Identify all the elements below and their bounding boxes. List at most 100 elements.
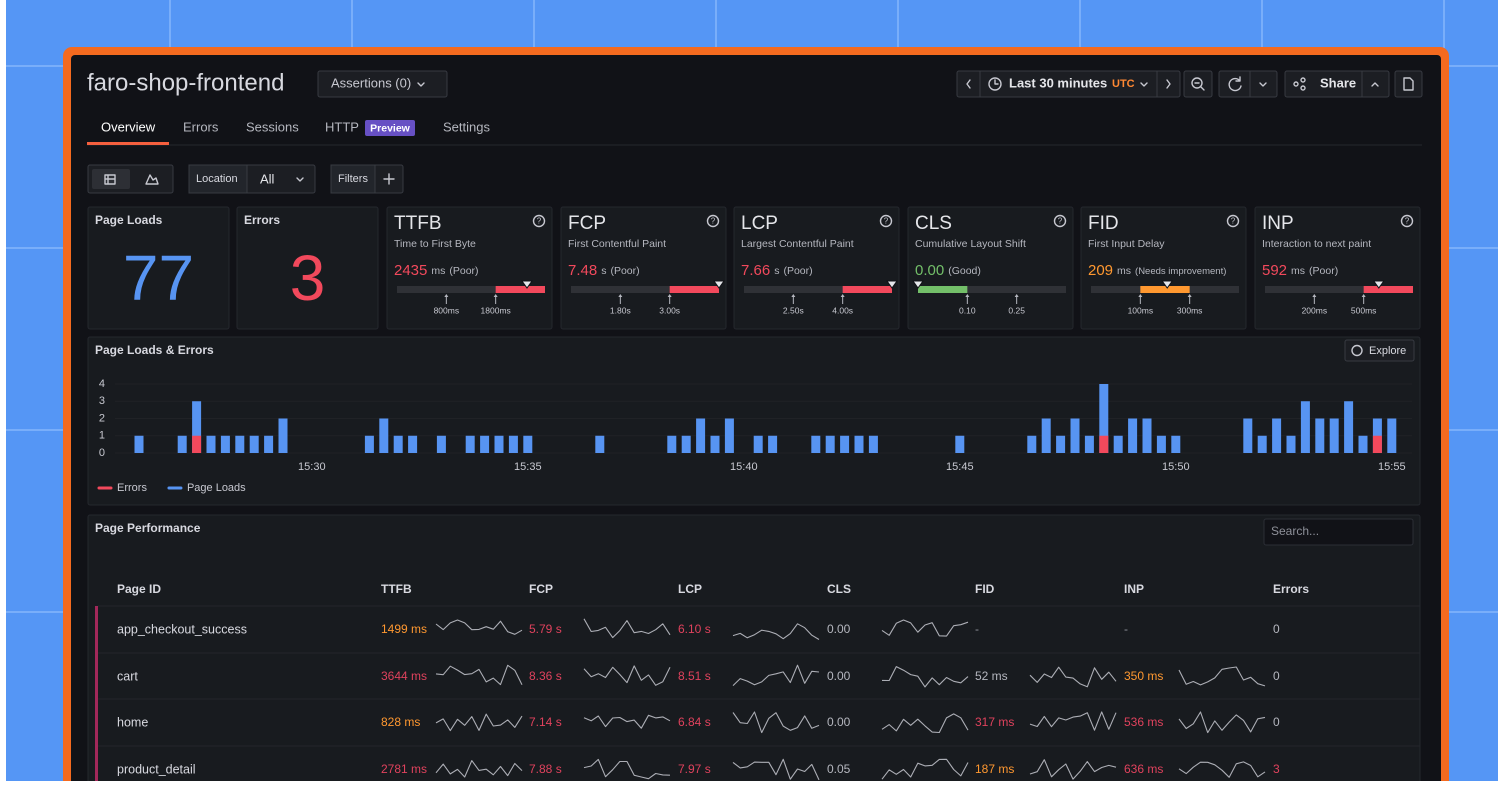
- vital-card: [386, 206, 553, 330]
- vital-rating: (Good): [948, 265, 981, 277]
- x-tick-label: 15:30: [298, 461, 326, 473]
- clock-hand: [994, 79, 999, 85]
- y-tick-label: 2: [99, 412, 105, 424]
- threshold-label: 3.00s: [659, 305, 680, 315]
- bar: [768, 435, 778, 453]
- y-tick-label: 0: [99, 447, 105, 459]
- page-id[interactable]: app_checkout_success: [117, 622, 247, 636]
- metric-cell: -: [975, 622, 979, 636]
- page-id[interactable]: product_detail: [117, 762, 196, 776]
- refresh-button[interactable]: [1218, 70, 1278, 98]
- add-filter-icon[interactable]: [383, 173, 395, 185]
- chevron[interactable]: [1259, 82, 1267, 87]
- vital-rating: (Poor): [1309, 265, 1338, 277]
- metric-cell: 0.05: [827, 762, 851, 776]
- explore-button[interactable]: [1344, 339, 1415, 362]
- gauge-segment: [1363, 286, 1413, 293]
- gauge-track: [744, 286, 892, 293]
- bar: [696, 418, 706, 453]
- bar: [1099, 384, 1109, 453]
- vital-name: First Contentful Paint: [568, 238, 666, 250]
- threshold-label: 800ms: [434, 305, 460, 315]
- next-icon[interactable]: [1166, 79, 1171, 89]
- threshold-arrow: [493, 294, 498, 297]
- time-picker[interactable]: [956, 70, 1181, 98]
- help-icon[interactable]: [1226, 214, 1240, 228]
- bar: [220, 435, 230, 453]
- vital-value: 2435: [394, 262, 427, 279]
- metric-cell: 7.88 s: [529, 762, 562, 776]
- help-icon[interactable]: [706, 214, 720, 228]
- gauge-marker: [886, 280, 898, 289]
- search-input[interactable]: [1263, 518, 1414, 546]
- column-header: CLS: [827, 582, 851, 596]
- vital-abbr: TTFB: [394, 213, 442, 234]
- column-header: Page ID: [117, 582, 161, 596]
- sparkline: [583, 618, 671, 639]
- bar: [408, 435, 418, 453]
- dashboard-title: faro-shop-frontend: [87, 69, 284, 96]
- vital-rating: (Poor): [449, 265, 478, 277]
- table-title: Page Performance: [95, 521, 201, 535]
- metric-cell: 3: [1273, 762, 1280, 776]
- vital-value-line: 209 ms (Needs improvement): [1088, 262, 1226, 279]
- chevron[interactable]: [1371, 82, 1379, 87]
- metric-cell: 636 ms: [1124, 762, 1163, 776]
- metric-cell: 350 ms: [1124, 669, 1163, 683]
- assertions-button[interactable]: [317, 70, 448, 98]
- metric-cell: 0.00: [827, 669, 851, 683]
- tab[interactable]: HTTP: [325, 119, 359, 134]
- share-button[interactable]: [1284, 70, 1390, 98]
- tab[interactable]: Sessions: [246, 119, 299, 134]
- tab[interactable]: Settings: [443, 119, 490, 134]
- vital-value-line: 592 ms (Poor): [1262, 262, 1338, 279]
- share-label: Share: [1320, 75, 1356, 90]
- legend-label: Errors: [117, 482, 147, 494]
- x-tick-label: 15:40: [730, 461, 758, 473]
- vital-value: 209: [1088, 262, 1113, 279]
- help-icon[interactable]: [879, 214, 893, 228]
- bar: [264, 435, 274, 453]
- page-id[interactable]: cart: [117, 669, 138, 683]
- explore-label: Explore: [1369, 345, 1406, 357]
- sparkline: [583, 758, 671, 780]
- gauge-marker: [713, 280, 725, 289]
- x-tick-label: 15:50: [1162, 461, 1190, 473]
- vital-card: [907, 206, 1074, 330]
- help-mark: ?: [1058, 217, 1063, 226]
- gauge-marker: [521, 280, 533, 289]
- help-icon[interactable]: [1053, 214, 1067, 228]
- bar: [1027, 435, 1037, 453]
- legend-label: Page Loads: [187, 482, 246, 494]
- prev-icon[interactable]: [966, 79, 971, 89]
- help-icon[interactable]: [532, 214, 546, 228]
- metric-cell: 7.97 s: [678, 762, 711, 776]
- metric-cell: 1499 ms: [381, 622, 427, 636]
- filters-label-box: [330, 164, 376, 194]
- vital-unit: s: [601, 265, 606, 277]
- gauge-segment: [669, 286, 719, 293]
- x-tick-label: 15:45: [946, 461, 974, 473]
- sparkline: [1029, 666, 1117, 688]
- metric-cell: 0: [1273, 715, 1280, 729]
- bar: [1128, 418, 1138, 453]
- table-panel: [87, 514, 1421, 781]
- bar: [1156, 435, 1166, 453]
- sparkline: [732, 623, 820, 640]
- tab[interactable]: Errors: [183, 119, 219, 134]
- search-placeholder: Search...: [1271, 524, 1319, 538]
- tab[interactable]: Overview: [101, 119, 156, 134]
- filters-label: Filters: [338, 173, 368, 185]
- threshold-label: 200ms: [1302, 305, 1328, 315]
- export-button[interactable]: [1394, 70, 1423, 98]
- help-icon[interactable]: [1400, 214, 1414, 228]
- page-id[interactable]: home: [117, 715, 148, 729]
- vital-name: Interaction to next paint: [1262, 238, 1371, 250]
- vital-unit: ms: [1291, 265, 1305, 277]
- metric-cell: 828 ms: [381, 715, 420, 729]
- zoom-out-button[interactable]: [1183, 70, 1213, 98]
- chart-icon[interactable]: [145, 174, 159, 185]
- bar: [1243, 418, 1253, 453]
- column-header: Errors: [1273, 582, 1309, 596]
